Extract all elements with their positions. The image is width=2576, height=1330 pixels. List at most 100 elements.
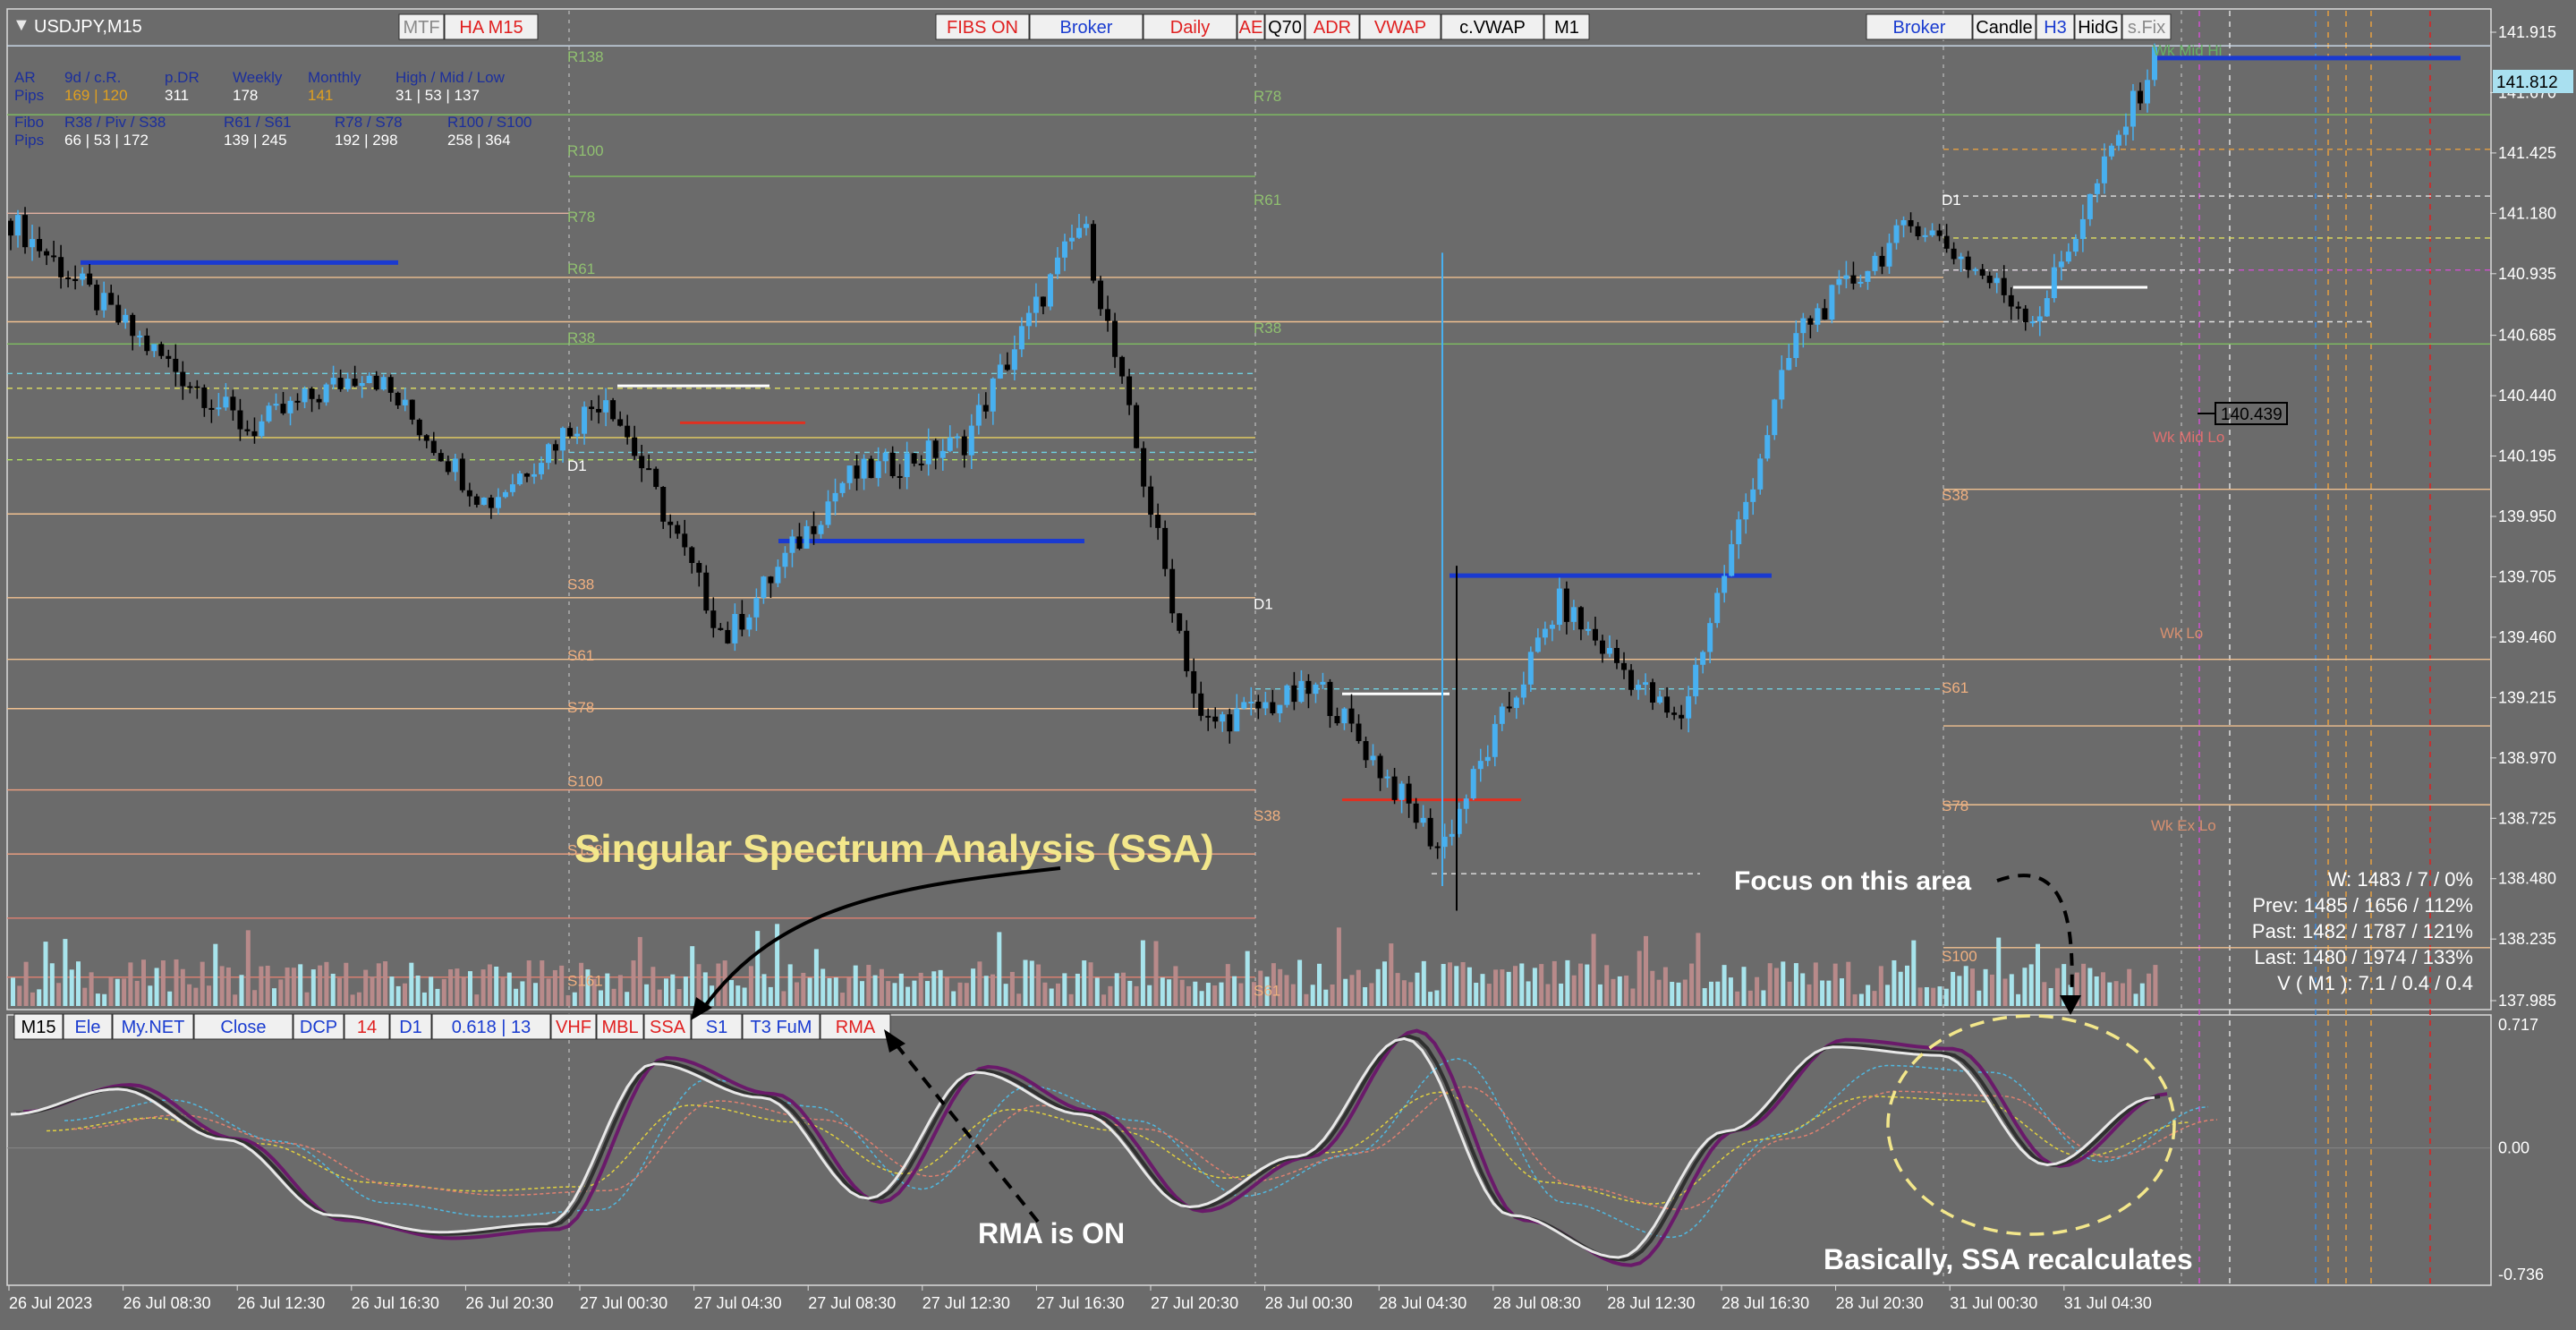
- volume-bar: [448, 968, 454, 1006]
- info-r61: R61 / S61: [224, 114, 292, 131]
- volume-bar: [461, 976, 466, 1006]
- candle: [1577, 607, 1584, 630]
- volume-bar: [931, 971, 937, 1006]
- osc-button[interactable]: [820, 1013, 891, 1040]
- volume-bar: [2048, 988, 2053, 1006]
- osc-button[interactable]: [431, 1013, 551, 1040]
- candle: [1506, 706, 1512, 709]
- osc-button[interactable]: [550, 1013, 597, 1040]
- top-right-button[interactable]: [2074, 13, 2122, 40]
- candle: [373, 375, 379, 390]
- candle: [603, 400, 609, 413]
- osc-button[interactable]: [193, 1013, 293, 1040]
- candle: [1162, 527, 1169, 569]
- top-mid-button-label: Broker: [1060, 18, 1113, 38]
- rma-arrow-head-icon: [884, 1029, 905, 1053]
- volume-bar: [1728, 977, 1733, 1006]
- volume-bar: [43, 942, 48, 1006]
- top-right-button[interactable]: [2121, 13, 2172, 40]
- candle: [2122, 126, 2129, 135]
- volume-bar: [683, 976, 688, 1006]
- top-mid-button[interactable]: [1029, 13, 1143, 40]
- candle: [1047, 274, 1053, 307]
- osc-button[interactable]: [742, 1013, 820, 1040]
- volume-bar: [2147, 973, 2152, 1006]
- top-mid-button[interactable]: [1237, 13, 1265, 40]
- volume-bar: [1617, 976, 1622, 1006]
- collapse-arrow-icon[interactable]: ▼: [13, 15, 30, 35]
- top-mid-button[interactable]: [1543, 13, 1590, 40]
- osc-button[interactable]: [112, 1013, 194, 1040]
- volume-bar: [670, 974, 676, 1006]
- candle: [416, 419, 422, 436]
- volume-bar: [886, 981, 891, 1006]
- top-mid-button[interactable]: [935, 13, 1030, 40]
- volume-bar: [82, 987, 88, 1006]
- volume-bar: [225, 968, 231, 1006]
- top-mid-button-label: M1: [1554, 18, 1579, 38]
- volume-bar: [102, 993, 107, 1006]
- volume-bar: [2009, 974, 2014, 1006]
- volume-bar: [1565, 959, 1570, 1006]
- top-left-button[interactable]: [398, 13, 445, 40]
- top-mid-button[interactable]: [1305, 13, 1360, 40]
- price-tick-label: 137.985: [2498, 992, 2556, 1010]
- volume-bar: [421, 992, 427, 1006]
- volume-bar: [1611, 978, 1616, 1006]
- top-right-button[interactable]: [2036, 13, 2075, 40]
- candle: [459, 458, 465, 490]
- osc-button[interactable]: [596, 1013, 644, 1040]
- volume-bar: [1858, 993, 1864, 1006]
- volume-bar: [310, 969, 316, 1006]
- fib-label-day2: S61: [1254, 983, 1280, 1000]
- stat-last: Last: 1480 / 1974 / 133%: [2254, 946, 2473, 968]
- volume-bar: [1212, 985, 1218, 1006]
- candle: [1134, 405, 1140, 448]
- candle: [1865, 270, 1871, 282]
- volume-bar: [1709, 981, 1713, 1006]
- volume-bar: [1434, 990, 1440, 1006]
- info-pips-2: Pips: [14, 132, 44, 149]
- candle: [87, 273, 93, 286]
- volume-bar: [983, 976, 989, 1006]
- top-mid-button[interactable]: [1264, 13, 1305, 40]
- osc-button[interactable]: [344, 1013, 390, 1040]
- volume-bar: [1186, 985, 1191, 1006]
- candle: [1958, 256, 1964, 260]
- candle: [30, 239, 36, 248]
- top-right-button[interactable]: [1972, 13, 2036, 40]
- candle: [2022, 308, 2028, 323]
- candle: [337, 378, 344, 389]
- volume-bar: [1545, 984, 1551, 1006]
- candle: [1320, 681, 1326, 685]
- osc-button[interactable]: [293, 1013, 344, 1040]
- osc-button[interactable]: [389, 1013, 432, 1040]
- top-left-button[interactable]: [444, 13, 539, 40]
- candle: [1542, 628, 1548, 638]
- time-tick-label: 26 Jul 12:30: [237, 1294, 325, 1312]
- top-mid-button[interactable]: [1441, 13, 1544, 40]
- candle: [639, 456, 645, 469]
- top-right-button[interactable]: [1866, 13, 1973, 40]
- candle: [632, 437, 638, 456]
- candle: [208, 407, 215, 410]
- volume-bar: [304, 992, 310, 1006]
- info-pips-9d: 169 | 120: [64, 87, 128, 104]
- top-mid-button[interactable]: [1143, 13, 1237, 40]
- candle: [1084, 224, 1090, 228]
- osc-button-label: T3 FuM: [751, 1018, 812, 1037]
- osc-button[interactable]: [63, 1013, 113, 1040]
- volume-bar: [1591, 934, 1596, 1006]
- price-tick-label: 140.195: [2498, 448, 2556, 465]
- volume-bar: [997, 932, 1002, 1006]
- osc-button[interactable]: [13, 1013, 64, 1040]
- candle: [115, 304, 122, 323]
- candle: [516, 473, 523, 485]
- osc-button[interactable]: [691, 1013, 743, 1040]
- volume-bar: [729, 980, 734, 1006]
- candle: [1470, 769, 1476, 799]
- candle: [251, 431, 258, 437]
- osc-button[interactable]: [643, 1013, 692, 1040]
- top-mid-button[interactable]: [1359, 13, 1441, 40]
- volume-bar: [337, 977, 342, 1006]
